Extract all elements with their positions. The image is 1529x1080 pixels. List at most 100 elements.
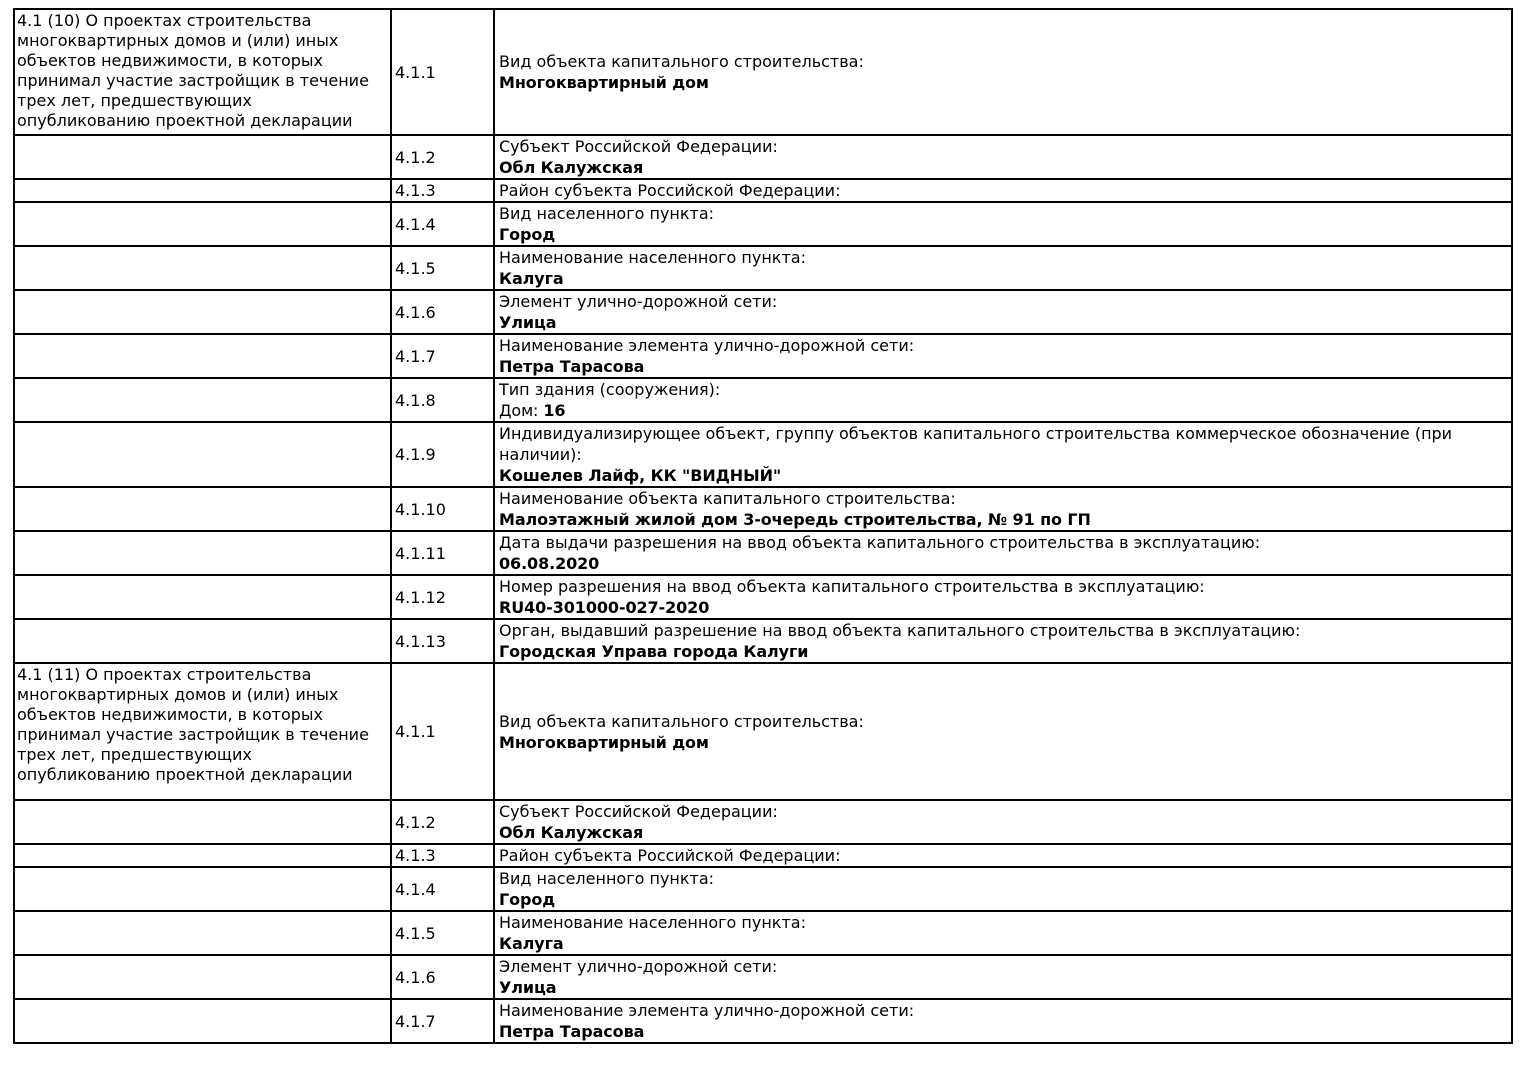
section-description-cell bbox=[15, 868, 390, 910]
declaration-table: 4.1 (10) О проектах строительства многок… bbox=[13, 8, 1513, 1044]
field-cell: Район субъекта Российской Федерации: bbox=[495, 845, 1511, 866]
row-number: 4.1.3 bbox=[392, 180, 493, 201]
field-cell: Элемент улично-дорожной сети: Улица bbox=[495, 956, 1511, 998]
field-cell: Наименование объекта капитального строит… bbox=[495, 488, 1511, 530]
field-value: 06.08.2020 bbox=[499, 553, 1507, 574]
row-number: 4.1.1 bbox=[392, 664, 493, 799]
field-value-text: Калуга bbox=[499, 269, 564, 288]
field-label: Наименование элемента улично-дорожной се… bbox=[499, 1001, 915, 1020]
section-description-cell bbox=[15, 335, 390, 377]
field-label: Вид населенного пункта: bbox=[499, 869, 715, 888]
section-description-cell bbox=[15, 136, 390, 178]
field-value-text: Кошелев Лайф, КК "ВИДНЫЙ" bbox=[499, 466, 782, 485]
section-description-cell bbox=[15, 379, 390, 421]
field-value: Город bbox=[499, 224, 1507, 245]
row-number: 4.1.6 bbox=[392, 956, 493, 998]
field-label: Район субъекта Российской Федерации: bbox=[499, 181, 841, 200]
field-label: Субъект Российской Федерации: bbox=[499, 802, 778, 821]
field-cell: Элемент улично-дорожной сети: Улица bbox=[495, 291, 1511, 333]
field-cell: Наименование элемента улично-дорожной се… bbox=[495, 1000, 1511, 1042]
field-value-text: 16 bbox=[543, 401, 566, 420]
field-value-text: Петра Тарасова bbox=[499, 1022, 645, 1041]
field-value-text: Город bbox=[499, 890, 556, 909]
field-label: Район субъекта Российской Федерации: bbox=[499, 846, 841, 865]
section-description-cell bbox=[15, 423, 390, 486]
field-label: Субъект Российской Федерации: bbox=[499, 137, 778, 156]
section-description-cell bbox=[15, 801, 390, 843]
section-description-cell bbox=[15, 532, 390, 574]
field-value-text: Многоквартирный дом bbox=[499, 732, 709, 752]
field-value-text: Многоквартирный дом bbox=[499, 73, 709, 92]
row-number: 4.1.4 bbox=[392, 203, 493, 245]
field-value: Малоэтажный жилой дом 3-очередь строител… bbox=[499, 509, 1507, 530]
field-value: Калуга bbox=[499, 268, 1507, 289]
field-cell: Дата выдачи разрешения на ввод объекта к… bbox=[495, 532, 1511, 574]
field-label: Наименование населенного пункта: bbox=[499, 913, 806, 932]
row-number: 4.1.11 bbox=[392, 532, 493, 574]
field-value: Улица bbox=[499, 312, 1507, 333]
row-number: 4.1.3 bbox=[392, 845, 493, 866]
field-cell: Субъект Российской Федерации: Обл Калужс… bbox=[495, 136, 1511, 178]
section-description-cell: 4.1 (10) О проектах строительства многок… bbox=[15, 10, 390, 134]
field-cell: Вид населенного пункта: Город bbox=[495, 868, 1511, 910]
field-label: Индивидуализирующее объект, группу объек… bbox=[499, 424, 1453, 464]
field-cell: Орган, выдавший разрешение на ввод объек… bbox=[495, 620, 1511, 662]
field-value: Обл Калужская bbox=[499, 157, 1507, 178]
field-label: Элемент улично-дорожной сети: bbox=[499, 292, 778, 311]
field-label: Вид объекта капитального строительства: bbox=[499, 711, 864, 731]
field-cell: Наименование элемента улично-дорожной се… bbox=[495, 335, 1511, 377]
row-number: 4.1.4 bbox=[392, 868, 493, 910]
field-cell: Вид объекта капитального строительства: … bbox=[495, 10, 1511, 134]
section-description-cell bbox=[15, 247, 390, 289]
row-number: 4.1.7 bbox=[392, 1000, 493, 1042]
field-value-text: Город bbox=[499, 225, 556, 244]
field-label: Дата выдачи разрешения на ввод объекта к… bbox=[499, 533, 1261, 552]
row-number: 4.1.2 bbox=[392, 801, 493, 843]
field-cell: Район субъекта Российской Федерации: bbox=[495, 180, 1511, 201]
row-number: 4.1.9 bbox=[392, 423, 493, 486]
section-description-cell bbox=[15, 845, 390, 866]
section-description-cell bbox=[15, 912, 390, 954]
field-cell: Наименование населенного пункта: Калуга bbox=[495, 247, 1511, 289]
section-description-cell bbox=[15, 180, 390, 201]
row-number: 4.1.10 bbox=[392, 488, 493, 530]
field-value-text: Малоэтажный жилой дом 3-очередь строител… bbox=[499, 510, 1091, 529]
field-label: Орган, выдавший разрешение на ввод объек… bbox=[499, 621, 1301, 640]
field-value: Кошелев Лайф, КК "ВИДНЫЙ" bbox=[499, 465, 1507, 486]
field-cell: Тип здания (сооружения): Дом: 16 bbox=[495, 379, 1511, 421]
field-value: Обл Калужская bbox=[499, 822, 1507, 843]
field-value-prefix: Дом: bbox=[499, 401, 544, 420]
field-label: Тип здания (сооружения): bbox=[499, 380, 721, 399]
field-value: RU40-301000-027-2020 bbox=[499, 597, 1507, 618]
section-description-cell bbox=[15, 956, 390, 998]
field-value-text: Петра Тарасова bbox=[499, 357, 645, 376]
field-value-text: Улица bbox=[499, 978, 557, 997]
field-value-text: Улица bbox=[499, 313, 557, 332]
field-value: Дом: 16 bbox=[499, 400, 1507, 421]
field-label: Элемент улично-дорожной сети: bbox=[499, 957, 778, 976]
field-value: Петра Тарасова bbox=[499, 356, 1507, 377]
field-value: Городская Управа города Калуги bbox=[499, 641, 1507, 662]
field-label: Наименование элемента улично-дорожной се… bbox=[499, 336, 915, 355]
section-description-cell bbox=[15, 620, 390, 662]
field-label: Номер разрешения на ввод объекта капитал… bbox=[499, 577, 1205, 596]
section-description-cell bbox=[15, 576, 390, 618]
field-cell: Индивидуализирующее объект, группу объек… bbox=[495, 423, 1511, 486]
field-cell: Наименование населенного пункта: Калуга bbox=[495, 912, 1511, 954]
field-value: Многоквартирный дом bbox=[499, 72, 1507, 93]
row-number: 4.1.6 bbox=[392, 291, 493, 333]
row-number: 4.1.1 bbox=[392, 10, 493, 134]
field-value-text: Обл Калужская bbox=[499, 158, 644, 177]
field-value: Улица bbox=[499, 977, 1507, 998]
field-value: Многоквартирный дом bbox=[499, 732, 1507, 753]
field-cell: Номер разрешения на ввод объекта капитал… bbox=[495, 576, 1511, 618]
field-label: Наименование населенного пункта: bbox=[499, 248, 806, 267]
field-label: Вид объекта капитального строительства: bbox=[499, 52, 864, 71]
row-number: 4.1.2 bbox=[392, 136, 493, 178]
field-value-text: Калуга bbox=[499, 934, 564, 953]
row-number: 4.1.5 bbox=[392, 912, 493, 954]
section-description-cell bbox=[15, 291, 390, 333]
row-number: 4.1.13 bbox=[392, 620, 493, 662]
section-description-cell bbox=[15, 203, 390, 245]
